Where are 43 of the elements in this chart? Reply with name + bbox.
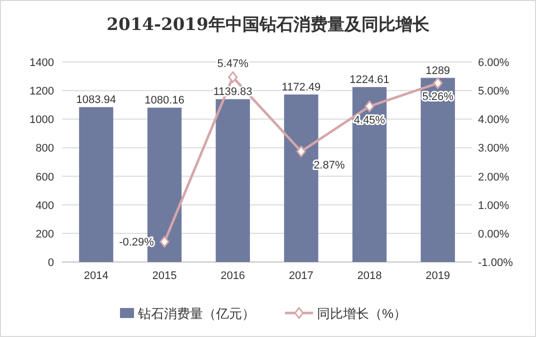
y2-tick-label: 1.00% (478, 200, 510, 212)
bar (79, 107, 114, 262)
x-tick-label: 2017 (288, 270, 314, 282)
y2-tick-label: 5.00% (478, 86, 510, 98)
bar (352, 87, 387, 262)
x-tick-label: 2014 (84, 270, 108, 282)
x-tick-label: 2019 (426, 270, 450, 282)
legend-label: 钻石消费量（亿元） (137, 306, 255, 321)
y2-tick-label: 4.00% (478, 114, 510, 126)
y-tick-label: 1400 (30, 57, 54, 69)
data-label: 1289 (426, 64, 450, 77)
y-tick-label: 800 (36, 142, 54, 155)
bar (420, 78, 455, 262)
bar (216, 99, 250, 262)
point (160, 236, 170, 248)
y-tick-label: 1000 (30, 114, 54, 126)
y2-tick-label: 0.00% (478, 228, 510, 240)
data-label: 1083.94 (76, 94, 116, 106)
data-label: 4.45% (354, 114, 386, 126)
point (228, 71, 238, 83)
point (364, 100, 374, 112)
y-tick-label: 200 (36, 228, 54, 240)
y-tick-label: 600 (36, 171, 54, 184)
y2-tick-label: 6.00% (478, 57, 510, 69)
chart-title: 2014-2019年中国钻石消费量及同比增长 (106, 15, 430, 35)
y-tick-label: 400 (36, 200, 54, 212)
y2-tick-label: 2.00% (478, 171, 510, 184)
data-label: 5.26% (422, 91, 454, 104)
y-tick-label: 0 (48, 257, 54, 269)
y2-tick-label: 3.00% (478, 142, 510, 155)
point (296, 146, 306, 158)
data-label: 1139.83 (213, 86, 252, 98)
legend-label: 同比增长（%） (317, 306, 407, 321)
data-label: 1080.16 (144, 94, 184, 107)
y2-tick-label: -1.00% (478, 257, 514, 269)
data-label: 1172.49 (282, 82, 321, 94)
data-label: 5.47% (217, 58, 249, 70)
x-tick-label: 2016 (220, 270, 246, 282)
x-tick-label: 2018 (357, 270, 382, 282)
x-tick-label: 2015 (152, 270, 177, 282)
y-tick-label: 1200 (30, 86, 54, 98)
data-label: 1224.61 (350, 74, 390, 86)
point (433, 77, 443, 89)
